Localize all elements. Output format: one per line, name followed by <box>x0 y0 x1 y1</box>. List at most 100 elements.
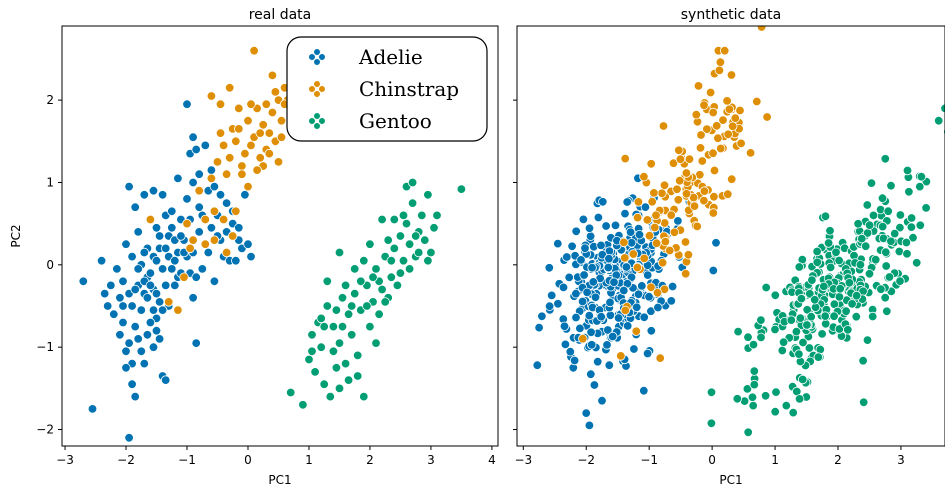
point-adelie <box>547 290 557 301</box>
point-adelie <box>145 280 156 291</box>
point-chinstrap <box>658 121 669 131</box>
point-chinstrap <box>209 235 220 245</box>
point-chinstrap <box>145 214 156 225</box>
point-gentoo <box>426 247 436 258</box>
point-gentoo <box>307 346 317 357</box>
x-axis-label: PC1 <box>268 473 291 487</box>
point-adelie <box>590 292 601 303</box>
point-gentoo <box>886 236 896 247</box>
point-adelie <box>112 264 122 274</box>
point-adelie <box>160 375 171 385</box>
point-chinstrap <box>669 227 680 238</box>
point-adelie <box>639 312 649 323</box>
point-gentoo <box>771 387 781 397</box>
point-gentoo <box>812 246 822 257</box>
point-chinstrap <box>756 26 767 32</box>
point-gentoo <box>890 228 900 239</box>
point-gentoo <box>795 313 806 323</box>
point-chinstrap <box>697 156 708 166</box>
point-adelie <box>102 301 113 311</box>
point-adelie <box>191 144 201 155</box>
point-chinstrap <box>659 180 670 191</box>
point-adelie <box>593 212 604 223</box>
point-chinstrap <box>736 138 746 149</box>
point-adelie <box>571 312 581 323</box>
legend-box <box>286 36 488 142</box>
point-chinstrap <box>270 87 281 97</box>
point-chinstrap <box>237 169 247 179</box>
point-adelie <box>194 227 204 237</box>
x-tick-label: 0 <box>244 453 252 467</box>
point-chinstrap <box>264 148 275 159</box>
point-adelie <box>121 346 131 357</box>
point-chinstrap <box>249 46 259 56</box>
point-chinstrap <box>681 168 692 178</box>
point-adelie <box>194 169 204 179</box>
point-gentoo <box>876 284 886 294</box>
point-adelie <box>173 173 183 184</box>
point-gentoo <box>906 222 917 232</box>
point-gentoo <box>383 235 393 245</box>
point-gentoo <box>868 210 879 221</box>
point-gentoo <box>347 301 357 311</box>
point-adelie <box>197 264 208 274</box>
point-gentoo <box>820 211 831 222</box>
point-adelie <box>127 301 137 311</box>
point-gentoo <box>825 262 836 273</box>
point-gentoo <box>359 391 369 402</box>
point-adelie <box>580 243 590 253</box>
x-tick-label: 1 <box>305 453 313 467</box>
point-chinstrap <box>276 115 287 126</box>
point-chinstrap <box>727 174 737 184</box>
point-chinstrap <box>681 269 691 279</box>
point-chinstrap <box>267 107 278 118</box>
point-chinstrap <box>243 115 253 126</box>
point-gentoo <box>855 260 866 270</box>
point-chinstrap <box>702 124 712 134</box>
point-adelie <box>613 313 624 323</box>
point-adelie <box>188 132 198 142</box>
point-chinstrap <box>632 262 643 273</box>
point-chinstrap <box>684 154 695 164</box>
point-adelie <box>151 288 162 299</box>
point-adelie <box>620 208 630 219</box>
point-chinstrap <box>680 237 691 247</box>
x-tick-label: 2 <box>834 453 842 467</box>
point-gentoo <box>868 311 878 322</box>
point-gentoo <box>322 276 333 287</box>
point-adelie <box>170 256 180 266</box>
point-gentoo <box>417 210 427 221</box>
point-adelie <box>604 254 614 264</box>
point-adelie <box>593 357 603 367</box>
point-gentoo <box>794 349 804 359</box>
point-chinstrap <box>709 165 720 176</box>
point-chinstrap <box>633 197 644 207</box>
point-gentoo <box>812 257 823 268</box>
point-adelie <box>571 289 581 299</box>
point-adelie <box>139 190 150 200</box>
point-adelie <box>666 296 677 306</box>
point-chinstrap <box>273 157 284 167</box>
point-gentoo <box>843 325 853 335</box>
point-adelie <box>246 251 256 262</box>
point-gentoo <box>895 276 905 286</box>
point-chinstrap <box>179 272 189 282</box>
point-gentoo <box>743 427 753 438</box>
point-gentoo <box>328 321 339 332</box>
point-gentoo <box>365 239 375 249</box>
y-tick-label: −2 <box>36 423 54 437</box>
point-adelie <box>605 297 615 308</box>
point-gentoo <box>353 371 363 381</box>
point-gentoo <box>298 400 308 410</box>
x-tick-label: −1 <box>178 453 196 467</box>
point-adelie <box>577 296 588 307</box>
point-adelie <box>708 265 719 276</box>
point-chinstrap <box>185 243 195 254</box>
point-gentoo <box>319 321 329 332</box>
point-adelie <box>118 276 128 287</box>
point-gentoo <box>334 247 345 258</box>
point-chinstrap <box>665 245 675 256</box>
point-adelie <box>145 268 156 278</box>
y-tick-label: 2 <box>46 93 54 107</box>
point-adelie <box>115 293 125 303</box>
